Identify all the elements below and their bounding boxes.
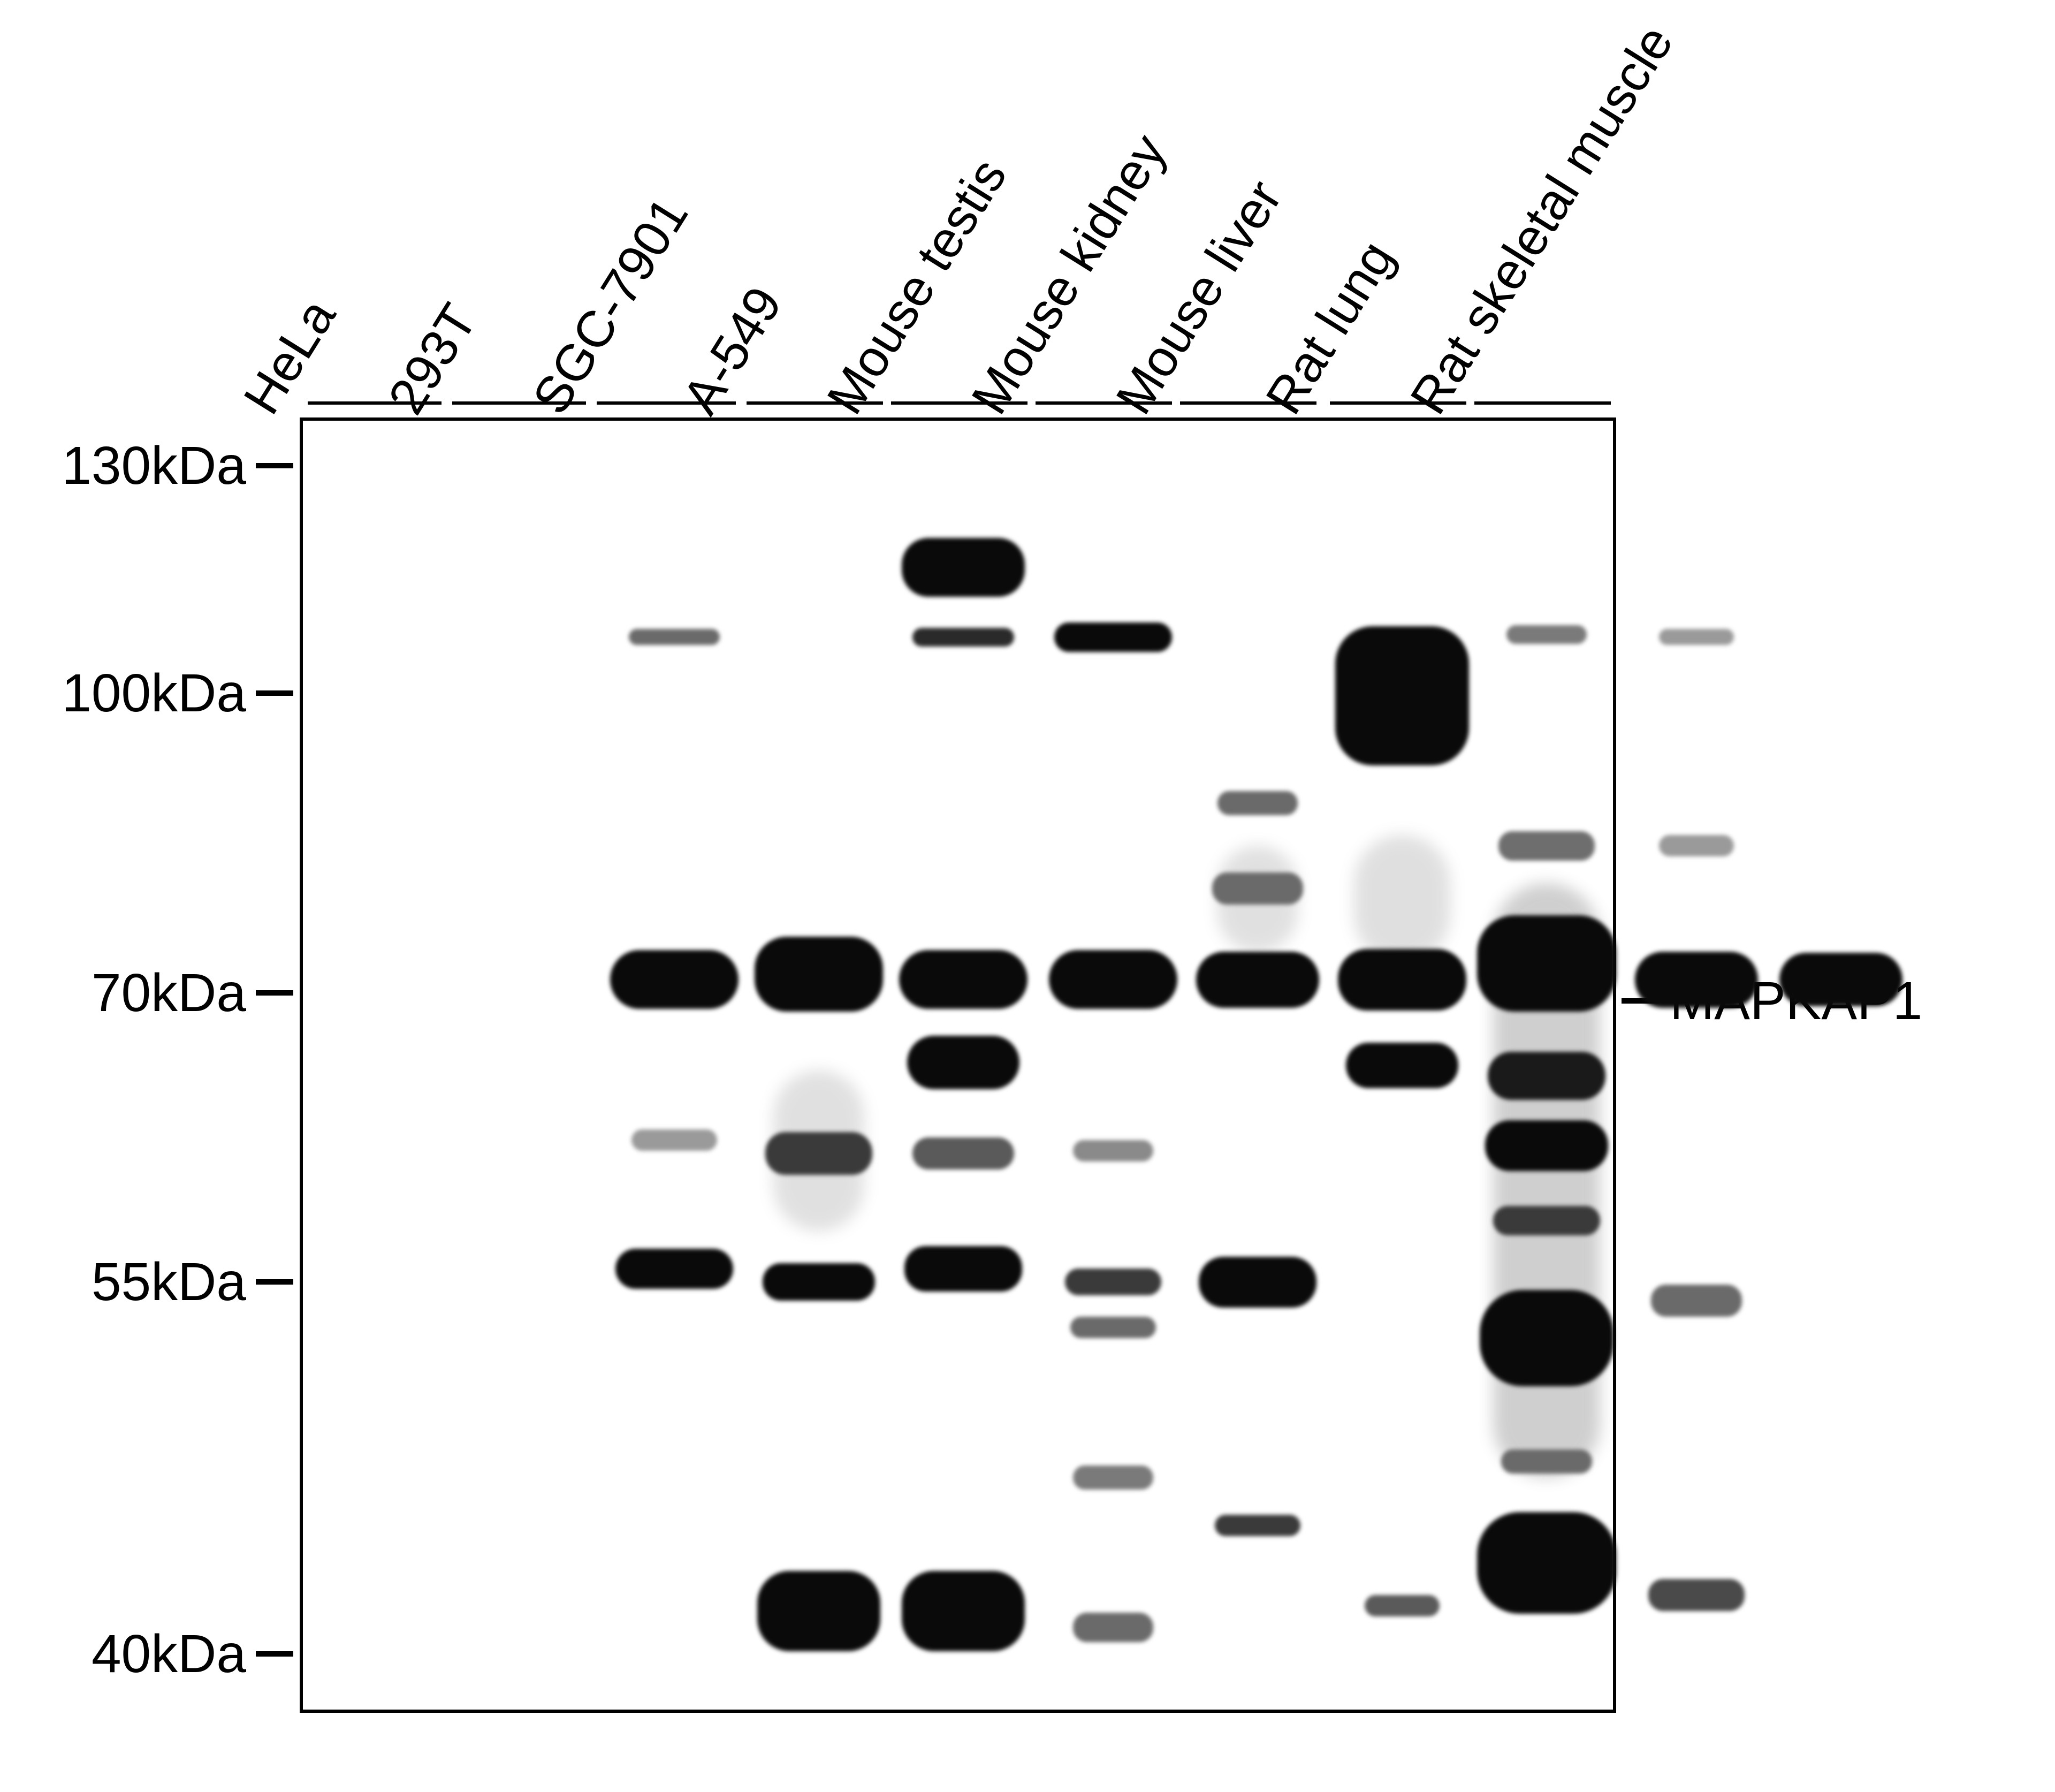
figure-stage: HeLa293TSGC-7901A-549Mouse testisMouse k… <box>0 0 2055 1792</box>
blot-band <box>1779 953 1902 1006</box>
mw-tick <box>256 990 293 996</box>
mw-tick <box>256 1279 293 1285</box>
blot-band <box>631 1129 717 1151</box>
blot-band <box>1335 626 1469 765</box>
blot-band <box>1070 1317 1156 1338</box>
blot-band <box>912 628 1014 647</box>
blot-band <box>1217 791 1298 815</box>
mw-label: 100kDa <box>62 666 246 720</box>
blot-band <box>1338 949 1466 1011</box>
blot-band <box>1212 872 1303 905</box>
blot-band <box>899 950 1028 1009</box>
blot-band <box>610 950 739 1009</box>
mw-tick <box>256 1651 293 1657</box>
blot-band <box>1049 950 1177 1009</box>
blot-band <box>1477 915 1616 1012</box>
mw-label: 130kDa <box>62 439 246 492</box>
blot-band <box>1498 831 1595 861</box>
blot-band <box>1485 1120 1608 1171</box>
blot-band <box>1659 835 1734 856</box>
blot-band <box>907 1036 1019 1089</box>
mw-tick <box>256 690 293 696</box>
blot-band <box>902 1571 1025 1651</box>
blot-band <box>1659 629 1734 645</box>
blot-band <box>1065 1269 1161 1295</box>
mw-tick <box>256 463 293 468</box>
blot-band <box>1196 952 1319 1008</box>
blot-band <box>912 1137 1014 1170</box>
mw-label: 70kDa <box>92 966 246 1020</box>
blot-band <box>1651 1285 1742 1317</box>
blot-band <box>1215 1515 1300 1536</box>
blot-band <box>1073 1613 1153 1642</box>
blot-band <box>1648 1579 1745 1611</box>
blot-band <box>902 538 1025 597</box>
blot-band <box>1073 1466 1153 1490</box>
blot-band <box>1365 1595 1440 1616</box>
blot-band <box>1477 1512 1616 1614</box>
lane-label: A-549 <box>674 279 790 422</box>
mw-label: 40kDa <box>92 1627 246 1681</box>
blot-band <box>1488 1052 1605 1100</box>
blot-band <box>1054 622 1172 652</box>
blot-band <box>1199 1257 1316 1308</box>
mw-label: 55kDa <box>92 1255 246 1309</box>
blot-band <box>765 1132 872 1175</box>
blot-band <box>1346 1043 1458 1088</box>
blot-band <box>1073 1140 1153 1161</box>
smear <box>1354 835 1450 963</box>
blot-band <box>1635 952 1758 1008</box>
blot-band <box>904 1246 1022 1292</box>
blot-band <box>757 1571 880 1651</box>
blot-band <box>615 1249 733 1289</box>
blot-band <box>1506 625 1587 644</box>
blot-band <box>763 1263 875 1301</box>
lane-label: Rat lung <box>1258 233 1403 422</box>
lane-label: SGC-7901 <box>524 189 697 423</box>
blot-band <box>1501 1449 1592 1474</box>
blot-band <box>1480 1290 1613 1386</box>
lane-underline <box>1474 401 1611 405</box>
blot-band <box>629 629 720 645</box>
blot-band <box>755 937 883 1012</box>
lane-label: Rat skeletal muscle <box>1402 17 1681 422</box>
blot-band <box>1493 1206 1600 1235</box>
